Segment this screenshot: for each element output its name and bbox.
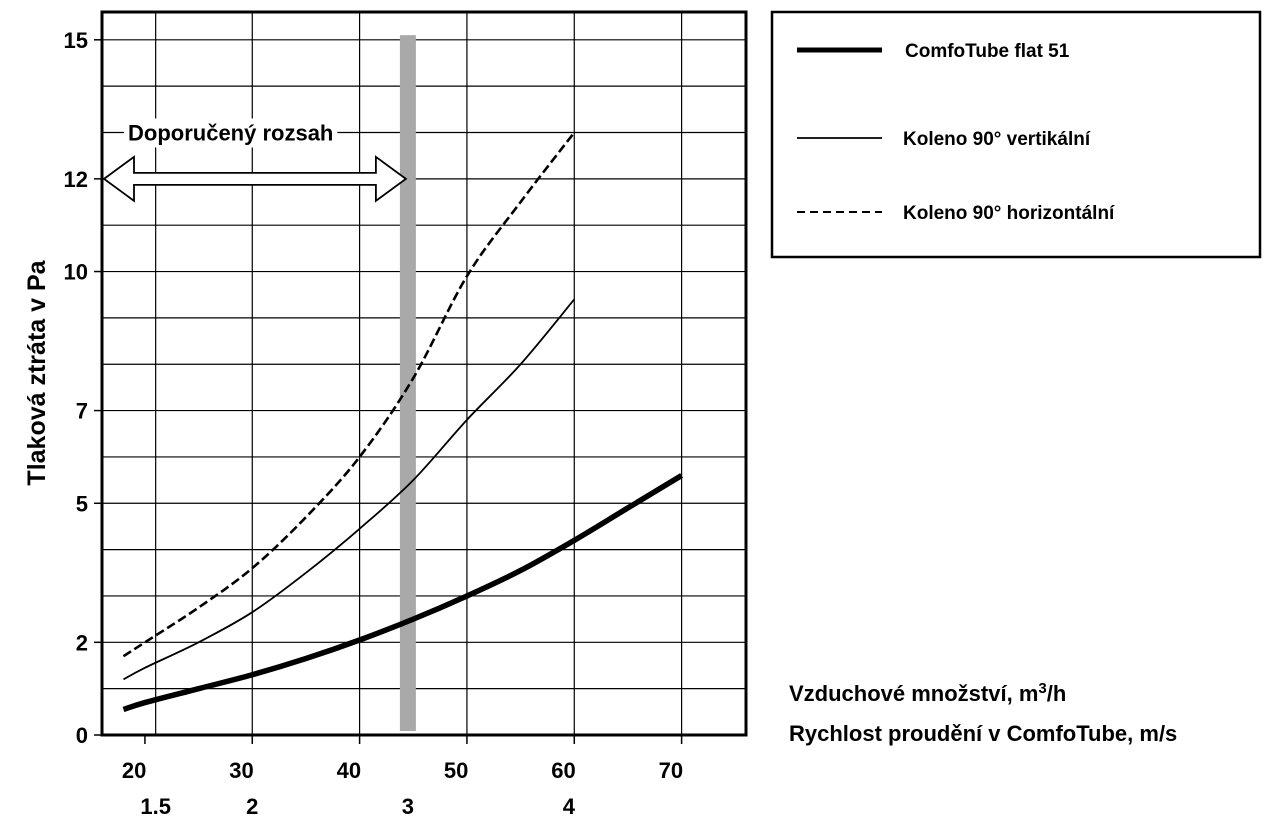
legend-label-1: Koleno 90° vertikální <box>903 129 1091 150</box>
x-tick-label-1: 30 <box>229 758 253 783</box>
legend: ComfoTube flat 51 Koleno 90° vertikální … <box>770 10 1262 259</box>
x2-tick-labels: 1.5 2 3 4 <box>140 794 575 819</box>
x2-tick-label-0: 1.5 <box>140 794 171 819</box>
grid <box>94 12 746 744</box>
x-tick-label-3: 50 <box>444 758 468 783</box>
x-axis-label-velocity: Rychlost proudění v ComfoTube, m/s <box>789 721 1177 746</box>
x2-tick-label-2: 3 <box>402 794 414 819</box>
x-tick-label-5: 70 <box>659 758 683 783</box>
y-tick-labels: 0 2 5 7 10 12 15 <box>64 28 88 748</box>
x-tick-label-0: 20 <box>122 758 146 783</box>
x-axis-label-flow: Vzduchové množství, m3/h <box>789 680 1066 707</box>
legend-frame <box>770 10 1262 259</box>
x-tick-label-4: 60 <box>551 758 575 783</box>
series-line-2 <box>122 131 576 658</box>
series-lines <box>122 131 684 713</box>
y-tick-label-5: 12 <box>64 167 88 192</box>
y-tick-label-6: 15 <box>64 28 88 53</box>
y-tick-label-1: 2 <box>76 630 88 655</box>
series-line-0 <box>122 473 684 713</box>
series-line-1 <box>123 298 575 681</box>
y-tick-label-4: 10 <box>64 260 88 285</box>
y-tick-label-2: 5 <box>76 491 88 516</box>
y-tick-label-0: 0 <box>76 723 88 748</box>
recommended-range-arrow <box>102 155 408 203</box>
x-tick-labels: 20 30 40 50 60 70 <box>122 758 683 783</box>
x2-tick-label-1: 2 <box>246 794 258 819</box>
legend-label-0: ComfoTube flat 51 <box>905 41 1070 62</box>
x2-tick-label-3: 4 <box>563 794 576 819</box>
plot-frame <box>100 10 748 737</box>
x-tick-label-2: 40 <box>337 758 361 783</box>
recommended-range-label-bg <box>124 118 338 148</box>
y-tick-label-3: 7 <box>76 399 88 424</box>
recommended-range-label: Doporučený rozsah <box>128 121 333 146</box>
recommended-range-bar <box>399 35 416 731</box>
y-axis-label: Tlaková ztráta v Pa <box>23 259 51 485</box>
legend-label-2: Koleno 90° horizontální <box>903 203 1115 224</box>
recommended-range: Doporučený rozsah <box>102 35 416 731</box>
